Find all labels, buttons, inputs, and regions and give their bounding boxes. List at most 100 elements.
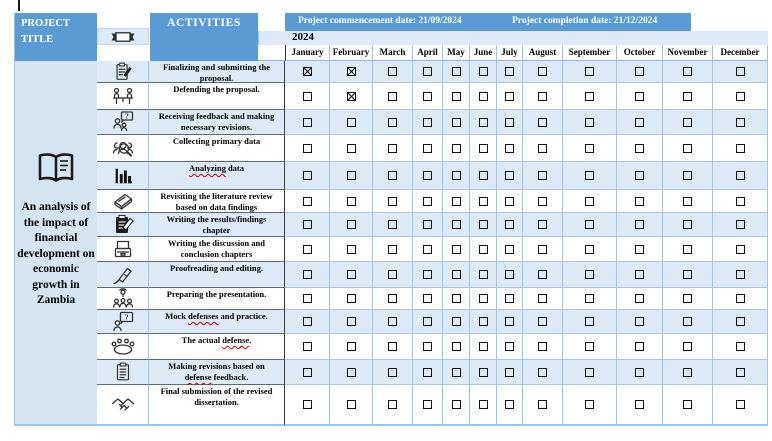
schedule-cell-august[interactable] bbox=[523, 262, 563, 288]
checkbox-unchecked[interactable] bbox=[538, 220, 547, 229]
schedule-cell-january[interactable] bbox=[285, 83, 330, 110]
checkbox-unchecked[interactable] bbox=[346, 143, 356, 153]
checkbox-unchecked[interactable] bbox=[505, 400, 514, 409]
schedule-cell-april[interactable] bbox=[413, 360, 443, 385]
schedule-cell-january[interactable] bbox=[285, 288, 330, 310]
checkbox-unchecked[interactable] bbox=[683, 171, 692, 180]
checkbox-unchecked[interactable] bbox=[388, 342, 397, 351]
schedule-cell-december[interactable] bbox=[713, 288, 768, 310]
schedule-cell-june[interactable] bbox=[470, 310, 497, 334]
checkbox-unchecked[interactable] bbox=[683, 400, 692, 409]
checkbox-unchecked[interactable] bbox=[451, 244, 461, 254]
checkbox-unchecked[interactable] bbox=[478, 117, 488, 127]
schedule-cell-july[interactable] bbox=[497, 213, 523, 237]
checkbox-unchecked[interactable] bbox=[302, 244, 312, 254]
checkbox-unchecked[interactable] bbox=[635, 270, 644, 279]
checkbox-unchecked[interactable] bbox=[735, 171, 745, 180]
checkbox-unchecked[interactable] bbox=[388, 91, 397, 101]
schedule-cell-june[interactable] bbox=[470, 61, 497, 83]
checkbox-unchecked[interactable] bbox=[388, 67, 397, 76]
schedule-cell-august[interactable] bbox=[523, 288, 563, 310]
checkbox-unchecked[interactable] bbox=[538, 67, 547, 76]
schedule-cell-january[interactable] bbox=[285, 213, 330, 237]
checkbox-unchecked[interactable] bbox=[346, 342, 356, 351]
checkbox-unchecked[interactable] bbox=[478, 270, 488, 279]
checkbox-unchecked[interactable] bbox=[735, 91, 745, 101]
checkbox-unchecked[interactable] bbox=[451, 317, 461, 326]
schedule-cell-september[interactable] bbox=[563, 288, 617, 310]
schedule-cell-february[interactable] bbox=[330, 262, 373, 288]
checkbox-unchecked[interactable] bbox=[505, 294, 514, 303]
checkbox-unchecked[interactable] bbox=[346, 196, 356, 206]
checkbox-unchecked[interactable] bbox=[423, 244, 432, 254]
schedule-cell-october[interactable] bbox=[617, 190, 663, 213]
checkbox-unchecked[interactable] bbox=[683, 317, 692, 326]
checkbox-unchecked[interactable] bbox=[451, 91, 461, 101]
schedule-cell-may[interactable] bbox=[443, 162, 470, 190]
checkbox-unchecked[interactable] bbox=[538, 171, 547, 180]
checkbox-unchecked[interactable] bbox=[635, 400, 644, 409]
schedule-cell-april[interactable] bbox=[413, 110, 443, 135]
schedule-cell-june[interactable] bbox=[470, 162, 497, 190]
checkbox-unchecked[interactable] bbox=[635, 220, 644, 229]
schedule-cell-december[interactable] bbox=[713, 310, 768, 334]
checkbox-unchecked[interactable] bbox=[585, 367, 594, 377]
checkbox-unchecked[interactable] bbox=[635, 67, 644, 76]
schedule-cell-july[interactable] bbox=[497, 61, 523, 83]
checkbox-unchecked[interactable] bbox=[585, 143, 594, 153]
checkbox-unchecked[interactable] bbox=[302, 91, 312, 101]
schedule-cell-july[interactable] bbox=[497, 135, 523, 162]
checkbox-unchecked[interactable] bbox=[346, 220, 356, 229]
checkbox-unchecked[interactable] bbox=[585, 117, 594, 127]
checkbox-unchecked[interactable] bbox=[735, 117, 745, 127]
checkbox-unchecked[interactable] bbox=[423, 143, 432, 153]
checkbox-unchecked[interactable] bbox=[346, 367, 356, 377]
checkbox-unchecked[interactable] bbox=[423, 220, 432, 229]
schedule-cell-october[interactable] bbox=[617, 135, 663, 162]
checkbox-unchecked[interactable] bbox=[423, 294, 432, 303]
checkbox-unchecked[interactable] bbox=[683, 244, 692, 254]
schedule-cell-september[interactable] bbox=[563, 262, 617, 288]
checkbox-unchecked[interactable] bbox=[735, 400, 745, 409]
schedule-cell-april[interactable] bbox=[413, 310, 443, 334]
schedule-cell-december[interactable] bbox=[713, 360, 768, 385]
schedule-cell-november[interactable] bbox=[663, 110, 713, 135]
checkbox-unchecked[interactable] bbox=[635, 91, 644, 101]
checkbox-unchecked[interactable] bbox=[635, 143, 644, 153]
schedule-cell-april[interactable] bbox=[413, 288, 443, 310]
schedule-cell-december[interactable] bbox=[713, 237, 768, 262]
checkbox-unchecked[interactable] bbox=[635, 117, 644, 127]
checkbox-unchecked[interactable] bbox=[735, 244, 745, 254]
checkbox-unchecked[interactable] bbox=[478, 143, 488, 153]
schedule-cell-november[interactable] bbox=[663, 334, 713, 360]
schedule-cell-march[interactable] bbox=[373, 288, 413, 310]
schedule-cell-october[interactable] bbox=[617, 237, 663, 262]
checkbox-unchecked[interactable] bbox=[735, 220, 745, 229]
schedule-cell-april[interactable] bbox=[413, 237, 443, 262]
schedule-cell-january[interactable] bbox=[285, 110, 330, 135]
schedule-cell-june[interactable] bbox=[470, 334, 497, 360]
schedule-cell-january[interactable] bbox=[285, 310, 330, 334]
schedule-cell-april[interactable] bbox=[413, 190, 443, 213]
schedule-cell-may[interactable] bbox=[443, 190, 470, 213]
checkbox-unchecked[interactable] bbox=[388, 171, 397, 180]
schedule-cell-december[interactable] bbox=[713, 262, 768, 288]
checkbox-unchecked[interactable] bbox=[683, 342, 692, 351]
schedule-cell-october[interactable] bbox=[617, 334, 663, 360]
schedule-cell-december[interactable] bbox=[713, 213, 768, 237]
schedule-cell-january[interactable] bbox=[285, 385, 330, 426]
checkbox-unchecked[interactable] bbox=[388, 400, 397, 409]
schedule-cell-february[interactable] bbox=[330, 288, 373, 310]
schedule-cell-december[interactable] bbox=[713, 135, 768, 162]
schedule-cell-june[interactable] bbox=[470, 213, 497, 237]
checkbox-unchecked[interactable] bbox=[683, 367, 692, 377]
schedule-cell-august[interactable] bbox=[523, 135, 563, 162]
schedule-cell-march[interactable] bbox=[373, 262, 413, 288]
schedule-cell-march[interactable] bbox=[373, 213, 413, 237]
schedule-cell-march[interactable] bbox=[373, 310, 413, 334]
schedule-cell-august[interactable] bbox=[523, 237, 563, 262]
schedule-cell-november[interactable] bbox=[663, 262, 713, 288]
schedule-cell-november[interactable] bbox=[663, 288, 713, 310]
schedule-cell-november[interactable] bbox=[663, 385, 713, 426]
schedule-cell-december[interactable] bbox=[713, 190, 768, 213]
